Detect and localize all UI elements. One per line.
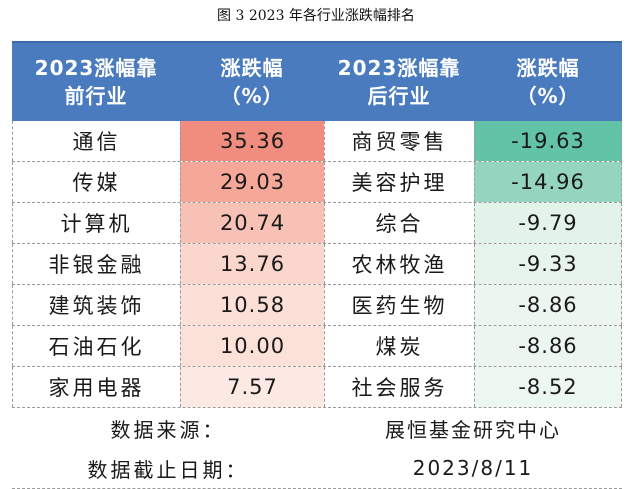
top-industry-change: 13.76 [180,244,324,284]
table-row: 通信 35.36 商贸零售 -19.63 [12,121,622,162]
top-industry-name: 家用电器 [12,367,180,407]
header-bottom-industry: 2023涨幅靠 后行业 [324,43,474,121]
header-top-change: 涨跌幅 （%） [180,43,324,121]
bottom-industry-change: -9.33 [474,244,622,284]
table-row: 石油石化 10.00 煤炭 -8.86 [12,326,622,367]
date-row: 数据截止日期： 2023/8/11 [12,448,622,489]
table-row: 非银金融 13.76 农林牧渔 -9.33 [12,244,622,285]
bottom-industry-name: 美容护理 [324,162,474,202]
header-bottom-change: 涨跌幅 （%） [474,43,622,121]
header-top-industry: 2023涨幅靠 前行业 [12,43,180,121]
table-row: 计算机 20.74 综合 -9.79 [12,203,622,244]
bottom-industry-name: 社会服务 [324,367,474,407]
bottom-industry-change: -8.86 [474,326,622,366]
bottom-industry-name: 煤炭 [324,326,474,366]
header-top-change-line2: （%） [220,84,284,108]
bottom-industry-name: 综合 [324,203,474,243]
bottom-industry-change: -19.63 [474,121,622,161]
top-industry-change: 29.03 [180,162,324,202]
header-top-industry-line1: 2023涨幅靠 [34,56,158,80]
table-row: 传媒 29.03 美容护理 -14.96 [12,162,622,203]
source-value: 展恒基金研究中心 [385,417,561,442]
top-industry-name: 通信 [12,121,180,161]
top-industry-change: 7.57 [180,367,324,407]
top-industry-change: 10.58 [180,285,324,325]
bottom-industry-change: -14.96 [474,162,622,202]
table-row: 建筑装饰 10.58 医药生物 -8.86 [12,285,622,326]
figure-caption: 图 3 2023 年各行业涨跌幅排名 [217,8,415,24]
header-bottom-change-line2: （%） [516,84,580,108]
header-top-industry-line2: 前行业 [64,84,128,108]
table-row: 家用电器 7.57 社会服务 -8.52 [12,367,622,408]
top-industry-change: 35.36 [180,121,324,161]
top-industry-name: 传媒 [12,162,180,202]
date-value: 2023/8/11 [412,456,534,480]
bottom-industry-change: -8.52 [474,367,622,407]
top-industry-name: 非银金融 [12,244,180,284]
header-bottom-industry-line2: 后行业 [367,84,431,108]
bottom-industry-name: 农林牧渔 [324,244,474,284]
header-top-change-line1: 涨跌幅 [220,56,284,80]
header-bottom-industry-line1: 2023涨幅靠 [337,56,461,80]
bottom-industry-name: 商贸零售 [324,121,474,161]
industry-ranking-table: 2023涨幅靠 前行业 涨跌幅 （%） 2023涨幅靠 后行业 涨跌幅 （%） … [12,41,622,489]
bottom-industry-change: -8.86 [474,285,622,325]
top-industry-name: 计算机 [12,203,180,243]
header-bottom-change-line1: 涨跌幅 [516,56,580,80]
date-label: 数据截止日期： [87,457,249,482]
bottom-industry-name: 医药生物 [324,285,474,325]
table-header: 2023涨幅靠 前行业 涨跌幅 （%） 2023涨幅靠 后行业 涨跌幅 （%） [12,41,622,121]
top-industry-change: 10.00 [180,326,324,366]
top-industry-name: 石油石化 [12,326,180,366]
source-row: 数据来源： 展恒基金研究中心 [12,408,622,448]
top-industry-name: 建筑装饰 [12,285,180,325]
top-industry-change: 20.74 [180,203,324,243]
bottom-industry-change: -9.79 [474,203,622,243]
source-label: 数据来源： [110,417,226,442]
